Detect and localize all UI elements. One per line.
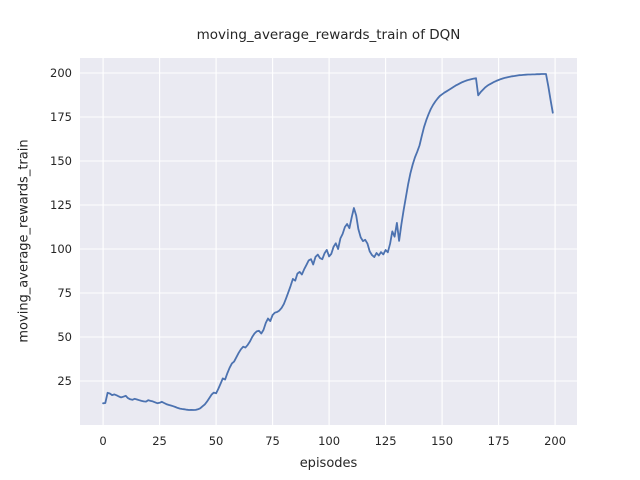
y-tick-label: 100 xyxy=(50,241,72,256)
x-tick-label: 50 xyxy=(208,434,224,448)
plot-area-background xyxy=(80,58,577,425)
series-line xyxy=(102,73,554,411)
x-tick-label: 200 xyxy=(544,434,567,448)
x-tick-label: 100 xyxy=(318,434,341,448)
y-tick-label: 200 xyxy=(50,65,72,80)
y-tick-label: 150 xyxy=(50,153,72,168)
x-axis-label: episodes xyxy=(299,456,358,471)
x-tick-label: 75 xyxy=(265,434,280,448)
x-tick-label: 125 xyxy=(374,434,397,448)
x-tick-label: 25 xyxy=(152,434,167,448)
x-tick-label: 150 xyxy=(431,434,454,448)
y-tick-label: 50 xyxy=(57,329,72,344)
y-tick-label: 75 xyxy=(57,285,72,300)
y-tick-label: 125 xyxy=(50,197,72,212)
x-tick-label: 0 xyxy=(99,434,107,448)
y-tick-label: 175 xyxy=(50,109,72,124)
y-axis-label: moving_average_rewards_train xyxy=(16,139,32,343)
chart-title: moving_average_rewards_train of DQN xyxy=(196,27,461,43)
x-tick-label: 175 xyxy=(487,434,510,448)
y-tick-label: 25 xyxy=(57,373,72,388)
